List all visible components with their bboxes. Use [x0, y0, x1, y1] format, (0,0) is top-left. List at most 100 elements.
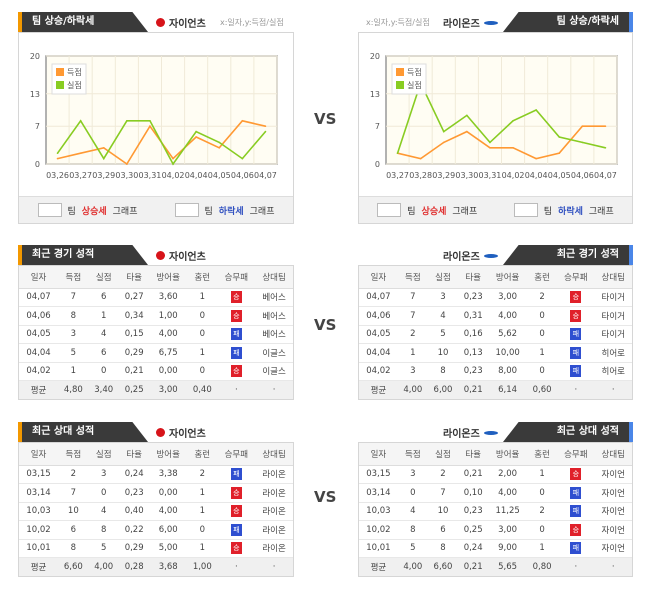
cell-4: 2,00	[488, 465, 527, 484]
column-header: 일자	[19, 443, 59, 466]
trend-chart-left: 03,26 03,27 03,29 03,30 03,31 04,02 04,04 04,05…	[30, 52, 278, 180]
x-tick-label: 03,29	[432, 171, 455, 180]
cell-2: 3	[88, 465, 119, 484]
x-tick-label: 04,02	[162, 171, 185, 180]
cell-5: 0	[187, 325, 218, 344]
cell-3: 0,15	[118, 325, 150, 344]
data-point	[149, 120, 151, 122]
cell-4: 4,00	[149, 502, 188, 521]
table-header-row: 일자 득점 실점 타율 방어율 홈런 승무패 상대팀	[19, 266, 293, 289]
trend-graph-icon	[37, 203, 62, 217]
column-header: 방어율	[149, 266, 188, 289]
cell-1: 4	[397, 502, 428, 521]
avg-label: 평균	[359, 380, 398, 399]
cell-4: 4,00	[149, 325, 188, 344]
h2h-header-left: 최근 상대 성적	[18, 422, 148, 442]
x-tick-label: 04,04	[185, 171, 208, 180]
cell-6: 승	[217, 483, 256, 503]
table-row: 10,02 8 6 0,25 3,00 0 승 자이언	[359, 520, 632, 540]
avg-cell: 4,00	[88, 557, 119, 576]
team-name-left: 자이언츠	[156, 248, 206, 263]
table-header-row: 일자 득점 실점 타율 방어율 홈런 승무패 상대팀	[359, 266, 632, 289]
label: 팀	[204, 206, 213, 217]
result-badge: 패	[230, 346, 242, 359]
cell-6: 패	[217, 520, 256, 540]
cell-7: 자이언	[594, 502, 632, 521]
cell-3: 0,29	[118, 343, 150, 363]
data-point	[102, 147, 105, 149]
trend-legend-bar: 팀 상승세 그래프 팀 하락세 그래프	[19, 196, 293, 223]
data-point	[512, 120, 514, 122]
column-header: 방어율	[488, 443, 527, 466]
axis-note-right: x:일자,y:득점/실점	[366, 18, 430, 27]
table-row: 04,07 7 3 0,23 3,00 2 승 타이거	[359, 288, 632, 307]
data-point	[466, 130, 468, 133]
result-badge: 패	[570, 328, 582, 341]
column-header: 승무패	[557, 443, 595, 466]
cell-0: 10,02	[359, 520, 398, 540]
cell-7: 베어스	[255, 325, 293, 344]
cell-7: 타이거	[594, 288, 632, 307]
data-point	[56, 157, 59, 160]
data-point	[535, 157, 537, 160]
downtrend-graph-button[interactable]: 팀 하락세 그래프	[513, 203, 614, 217]
cell-1: 7	[58, 483, 89, 503]
avg-cell: ·	[217, 380, 256, 399]
label: 팀	[67, 206, 76, 217]
cell-6: 승	[557, 520, 595, 540]
avg-cell: 6,14	[488, 380, 527, 399]
y-tick-label: 7	[35, 122, 40, 131]
avg-cell: ·	[557, 380, 595, 399]
y-tick-label: 0	[375, 160, 380, 169]
avg-label: 평균	[19, 557, 59, 576]
cell-2: 5	[427, 325, 459, 344]
cell-1: 7	[397, 288, 428, 307]
cell-6: 패	[557, 539, 595, 558]
cell-1: 2	[58, 465, 89, 484]
x-tick-label: 04,02	[502, 171, 525, 180]
cell-5: 1	[187, 483, 218, 503]
average-row: 평균 4,00 6,60 0,21 5,65 0,80 · ·	[359, 557, 632, 576]
cell-2: 6	[427, 520, 459, 540]
team-label: 자이언츠	[169, 19, 206, 30]
column-header: 일자	[359, 266, 398, 289]
data-point	[264, 130, 267, 133]
column-header: 득점	[397, 266, 428, 289]
x-tick-label: 04,07	[254, 171, 277, 180]
label: 그래프	[112, 206, 138, 217]
cell-3: 0,24	[458, 539, 489, 558]
result-badge: 승	[570, 309, 582, 322]
result-badge: 패	[570, 505, 582, 518]
result-badge: 패	[230, 523, 242, 536]
cell-2: 2	[427, 465, 459, 484]
column-header: 일자	[19, 266, 59, 289]
downtrend-graph-button[interactable]: 팀 하락세 그래프	[174, 203, 274, 217]
cell-1: 8	[58, 306, 89, 326]
column-header: 득점	[397, 443, 428, 466]
cell-4: 1,00	[149, 306, 188, 326]
uptrend-graph-button[interactable]: 팀 상승세 그래프	[37, 203, 138, 217]
cell-7: 자이언	[594, 520, 632, 540]
column-header: 홈런	[187, 443, 218, 466]
cell-6: 승	[557, 288, 595, 307]
result-badge: 패	[570, 365, 582, 378]
cell-7: 히어로	[594, 362, 632, 381]
cell-6: 승	[557, 306, 595, 326]
cell-2: 8	[88, 520, 119, 540]
cell-7: 베어스	[255, 288, 293, 307]
cell-4: 5,00	[149, 539, 188, 558]
column-header: 승무패	[557, 266, 595, 289]
cell-1: 5	[58, 343, 89, 363]
cell-1: 7	[58, 288, 89, 307]
uptrend-graph-button[interactable]: 팀 상승세 그래프	[377, 203, 477, 217]
table-row: 04,07 7 6 0,27 3,60 1 승 베어스	[19, 288, 293, 307]
cell-4: 10,00	[488, 343, 527, 363]
cell-5: 1	[187, 288, 218, 307]
cell-0: 10,01	[359, 539, 398, 558]
cell-5: 1	[187, 343, 218, 363]
cell-2: 10	[427, 502, 459, 521]
cell-0: 04,06	[19, 306, 59, 326]
cell-4: 4,00	[488, 306, 527, 326]
legend-swatch	[56, 68, 64, 76]
cell-4: 0,00	[149, 362, 188, 381]
